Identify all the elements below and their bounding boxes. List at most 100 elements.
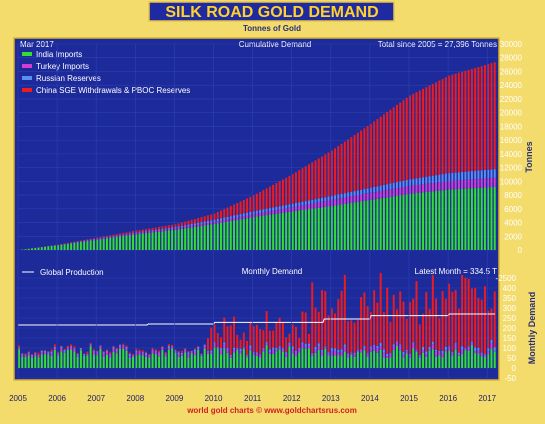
monthly-bar-segment — [207, 352, 209, 354]
monthly-bar-segment — [168, 350, 170, 368]
monthly-bar-segment — [468, 279, 470, 347]
cumulative-bar-segment — [279, 181, 281, 206]
cumulative-bar-segment — [288, 212, 290, 250]
cumulative-bar-segment — [477, 179, 479, 188]
monthly-bar-segment — [389, 358, 391, 368]
monthly-bar-segment — [122, 344, 124, 346]
cumulative-bar-segment — [178, 229, 180, 250]
cumulative-bar-segment — [67, 244, 69, 250]
monthly-bar-segment — [25, 355, 27, 357]
cumulative-bar-segment — [301, 202, 303, 206]
monthly-bar-segment — [207, 354, 209, 368]
cumulative-bar-segment — [442, 174, 444, 182]
cumulative-bar-segment — [373, 192, 375, 199]
monthly-bar-segment — [256, 354, 258, 356]
monthly-bar-segment — [34, 353, 36, 354]
cumulative-bar-segment — [305, 201, 307, 205]
cumulative-bar-segment — [451, 189, 453, 250]
cumulative-bar-segment — [477, 188, 479, 250]
cumulative-bar-segment — [484, 187, 486, 250]
monthly-bar-segment — [477, 298, 479, 348]
cumulative-bar-segment — [334, 148, 336, 195]
monthly-bar-segment — [285, 337, 287, 352]
monthly-bar-segment — [347, 321, 349, 353]
cumulative-bar-segment — [318, 208, 320, 250]
cumulative-bar-segment — [494, 178, 496, 187]
monthly-bar-segment — [67, 348, 69, 350]
monthly-bar-segment — [321, 350, 323, 352]
monthly-bar-segment — [422, 347, 424, 350]
cumulative-bar-segment — [305, 209, 307, 250]
monthly-bar-segment — [464, 349, 466, 350]
monthly-bar-segment — [103, 352, 105, 353]
cumulative-bar-segment — [367, 193, 369, 200]
monthly-bar-segment — [275, 348, 277, 351]
cumulative-bar-segment — [422, 177, 424, 184]
cumulative-bar-segment — [142, 233, 144, 250]
bottom-y-tick-label: 0 — [512, 364, 517, 373]
monthly-bar-segment — [109, 352, 111, 354]
cumulative-bar-segment — [272, 207, 274, 210]
monthly-bar-segment — [373, 346, 375, 350]
cumulative-bar-segment — [386, 190, 388, 197]
monthly-bar-segment — [210, 352, 212, 353]
monthly-bar-segment — [315, 308, 317, 347]
cumulative-bar-segment — [204, 222, 206, 224]
chart-title: SILK ROAD GOLD DEMAND — [165, 4, 378, 21]
monthly-bar-segment — [282, 352, 284, 368]
monthly-bar-segment — [171, 347, 173, 348]
monthly-bar-segment — [34, 356, 36, 368]
cumulative-bar-segment — [279, 209, 281, 213]
monthly-bar-segment — [494, 351, 496, 368]
monthly-bar-segment — [432, 342, 434, 344]
cumulative-bar-segment — [275, 214, 277, 250]
monthly-bar-segment — [126, 349, 128, 351]
monthly-bar-segment — [328, 354, 330, 356]
cumulative-bar-segment — [197, 224, 199, 226]
monthly-bar-segment — [220, 348, 222, 350]
monthly-bar-segment — [126, 347, 128, 349]
monthly-bar-segment — [194, 350, 196, 352]
monthly-bar-segment — [132, 357, 134, 368]
bottom-y-tick-label: 100 — [503, 344, 517, 353]
cumulative-bar-segment — [429, 192, 431, 250]
cumulative-bar-segment — [204, 216, 206, 221]
cumulative-bar-segment — [246, 213, 248, 216]
monthly-bar-segment — [161, 346, 163, 347]
cumulative-bar-segment — [269, 211, 271, 214]
top-y-tick-label: 30000 — [500, 40, 523, 49]
monthly-bar-segment — [200, 356, 202, 368]
monthly-bar-segment — [139, 352, 141, 354]
cumulative-bar-segment — [227, 217, 229, 219]
cumulative-bar-segment — [210, 222, 212, 224]
cumulative-bar-segment — [328, 206, 330, 250]
monthly-bar-segment — [77, 353, 79, 354]
cumulative-bar-segment — [187, 228, 189, 250]
cumulative-bar-segment — [341, 198, 343, 204]
cumulative-bar-segment — [403, 181, 405, 187]
monthly-bar-segment — [490, 349, 492, 368]
cumulative-bar-segment — [145, 231, 147, 232]
cumulative-bar-segment — [451, 181, 453, 190]
monthly-bar-segment — [367, 353, 369, 354]
cumulative-bar-segment — [227, 208, 229, 217]
monthly-bar-segment — [344, 275, 346, 344]
monthly-bar-segment — [168, 348, 170, 350]
monthly-bar-segment — [187, 354, 189, 357]
monthly-bar-segment — [272, 330, 274, 347]
bottom-y-tick-label: 400 — [503, 284, 517, 293]
monthly-bar-segment — [93, 354, 95, 368]
monthly-bar-segment — [363, 350, 365, 368]
monthly-bar-segment — [282, 322, 284, 348]
monthly-bar-segment — [305, 347, 307, 349]
cumulative-bar-segment — [416, 92, 418, 178]
monthly-bar-segment — [38, 353, 40, 355]
cumulative-bar-segment — [396, 182, 398, 188]
cumulative-bar-segment — [328, 153, 330, 197]
monthly-bar-segment — [165, 353, 167, 354]
monthly-bar-segment — [432, 344, 434, 349]
monthly-bar-segment — [458, 309, 460, 353]
cumulative-bar-segment — [262, 212, 264, 215]
cumulative-bar-segment — [80, 241, 82, 242]
monthly-bar-segment — [380, 273, 382, 343]
